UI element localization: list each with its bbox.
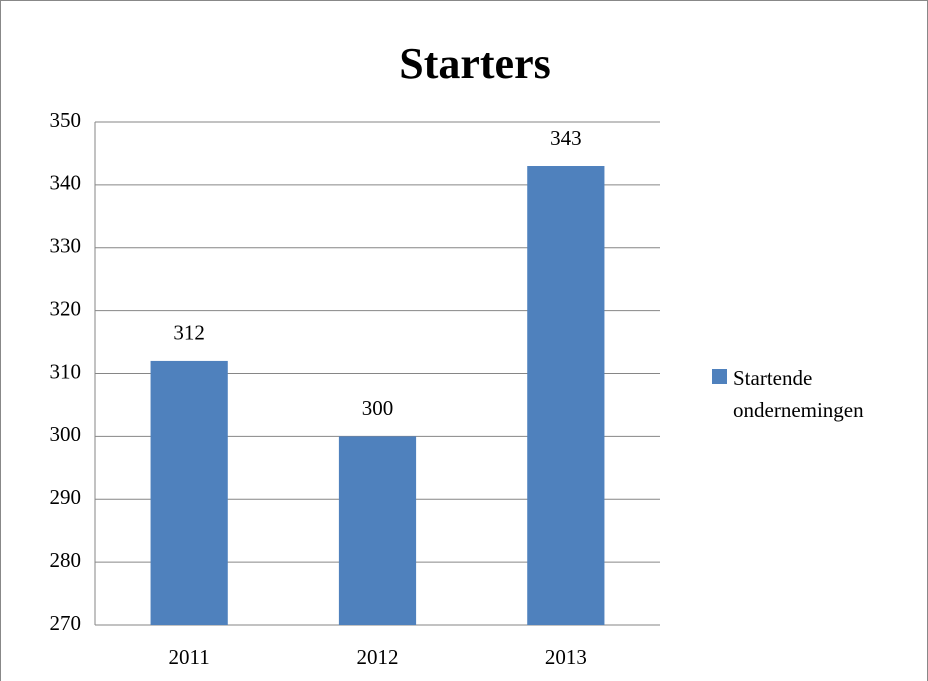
data-label: 343	[550, 126, 582, 150]
data-label: 300	[362, 396, 394, 420]
y-tick-label: 350	[50, 108, 82, 132]
x-tick-label: 2011	[169, 645, 210, 669]
data-label: 312	[173, 321, 205, 345]
legend: Startende ondernemingen	[712, 362, 912, 426]
bar	[150, 360, 228, 625]
bar	[338, 436, 417, 625]
bar	[527, 166, 605, 625]
y-tick-label: 290	[50, 485, 82, 509]
y-tick-label: 340	[50, 171, 82, 195]
y-tick-label: 270	[50, 611, 82, 635]
y-tick-label: 310	[50, 359, 82, 383]
y-tick-label: 300	[50, 422, 82, 446]
chart-title: Starters	[399, 39, 551, 88]
legend-label: Startende ondernemingen	[733, 366, 864, 422]
y-tick-label: 280	[50, 548, 82, 572]
x-tick-label: 2012	[357, 645, 399, 669]
x-tick-label: 2013	[545, 645, 587, 669]
y-tick-label: 330	[50, 234, 82, 258]
legend-key	[712, 369, 727, 384]
y-tick-label: 320	[50, 296, 82, 320]
